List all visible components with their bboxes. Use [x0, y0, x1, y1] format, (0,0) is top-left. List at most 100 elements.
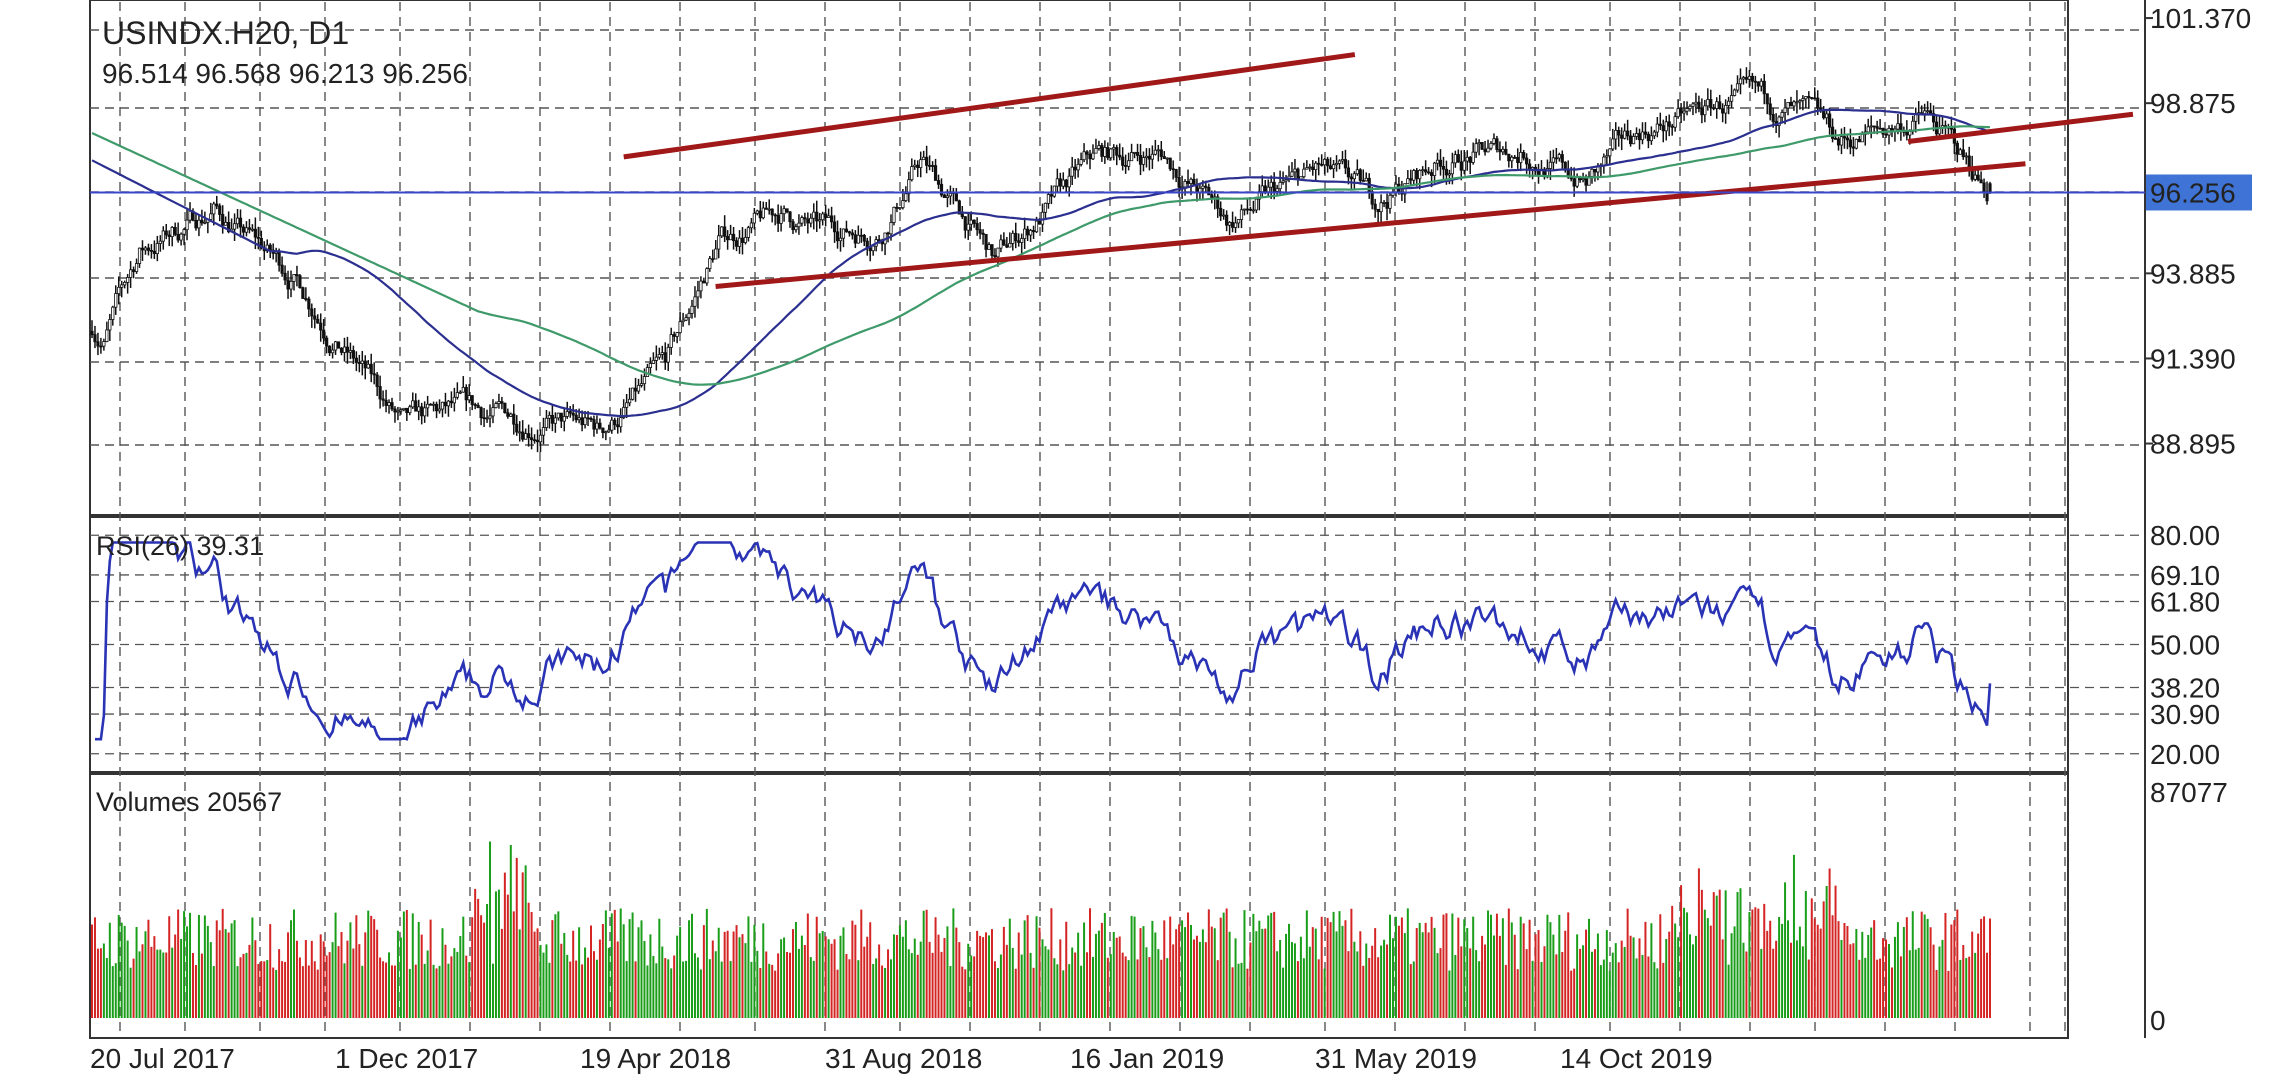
candle-body: [1608, 148, 1612, 157]
price-tick-label: 98.875: [2150, 88, 2236, 119]
candle-body: [746, 227, 751, 238]
candle-body: [1361, 180, 1365, 182]
candle-body: [1014, 232, 1018, 242]
candle-body: [1489, 143, 1493, 149]
volume-min-label: 0: [2150, 1005, 2166, 1036]
candle-body: [515, 423, 519, 433]
price-tick-label: 101.370: [2150, 3, 2251, 34]
candle-body: [672, 334, 676, 337]
candle-body: [1043, 202, 1048, 213]
candle-body: [146, 247, 151, 251]
candle-body: [1715, 101, 1719, 109]
candle-body: [1406, 178, 1410, 185]
candle-body: [1646, 133, 1651, 142]
candle-body: [984, 234, 988, 250]
candle-body: [1694, 101, 1698, 105]
candle-body: [1370, 191, 1374, 205]
candle-body: [1073, 166, 1077, 171]
candle-body: [197, 219, 201, 229]
candle-body: [809, 217, 813, 224]
candle-body: [773, 214, 777, 217]
candle-body: [354, 357, 358, 363]
candle-body: [342, 346, 347, 353]
candle-body: [1869, 125, 1873, 128]
candle-body: [791, 221, 795, 231]
candle-body: [131, 269, 136, 272]
candle-body: [1631, 136, 1636, 145]
candle-body: [708, 258, 712, 270]
candle-body: [134, 263, 139, 272]
candle-body: [767, 208, 771, 211]
candle-body: [99, 345, 103, 348]
candle-body: [1634, 133, 1639, 137]
candle-body: [411, 400, 415, 408]
candle-body: [256, 236, 260, 239]
candle-body: [434, 403, 439, 412]
candle-body: [1617, 130, 1621, 136]
candle-body: [304, 298, 308, 300]
candle-body: [1355, 169, 1359, 175]
candle-body: [1507, 153, 1511, 162]
candle-body: [1317, 162, 1321, 165]
candle-body: [140, 247, 145, 251]
candle-body: [393, 408, 397, 413]
candle-body: [824, 213, 828, 218]
candle-body: [188, 210, 192, 221]
candle-body: [452, 396, 456, 404]
candle-body: [215, 203, 219, 207]
candle-body: [1605, 155, 1609, 158]
candle-body: [1150, 153, 1154, 160]
candle-body: [1376, 208, 1380, 213]
candle-body: [384, 399, 388, 406]
candle-body: [1741, 77, 1746, 80]
candle-body: [1046, 194, 1051, 204]
candle-body: [479, 407, 483, 419]
candle-body: [723, 226, 727, 237]
candle-body: [247, 227, 252, 230]
candle-body: [529, 437, 534, 441]
candle-body: [1967, 155, 1971, 168]
candle-body: [1777, 116, 1781, 127]
candle-body: [1783, 107, 1787, 113]
candle-body: [1296, 168, 1300, 180]
candle-body: [1236, 219, 1241, 224]
candle-body: [607, 429, 611, 433]
moving-average-slow: [91, 125, 1991, 386]
candle-body: [1679, 108, 1683, 114]
candle-body: [458, 391, 462, 394]
rsi-level-label: 30.90: [2150, 699, 2220, 730]
candle-body: [235, 217, 240, 225]
candle-body: [1712, 107, 1716, 110]
candle-body: [1637, 133, 1642, 141]
candle-body: [467, 395, 471, 401]
candle-body: [645, 367, 650, 377]
candle-body: [592, 419, 596, 430]
candle-body: [1228, 222, 1232, 226]
candle-body: [221, 214, 225, 226]
candle-body: [1522, 152, 1526, 159]
candle-body: [1103, 147, 1107, 157]
candle-body: [684, 317, 688, 321]
trend-channel[interactable]: [623, 52, 2134, 289]
volume-bars: [91, 841, 1991, 1018]
candle-body: [1373, 203, 1377, 210]
candle-body: [1807, 96, 1811, 98]
candle-body: [613, 419, 617, 426]
candle-body: [821, 213, 825, 221]
candle-body: [1495, 138, 1499, 150]
candle-body: [1504, 148, 1508, 155]
candle-body: [1334, 163, 1339, 166]
candle-body: [960, 213, 964, 218]
candle-body: [1183, 181, 1187, 188]
candle-body: [1682, 110, 1686, 114]
candle-body: [402, 407, 406, 411]
candle-body: [1061, 179, 1065, 187]
candle-body: [357, 362, 361, 364]
candle-body: [420, 406, 424, 417]
candle-body: [93, 334, 97, 343]
candle-body: [161, 230, 165, 242]
candle-body: [1703, 105, 1707, 116]
rsi-line: [95, 541, 1992, 741]
candle-body: [464, 387, 468, 401]
